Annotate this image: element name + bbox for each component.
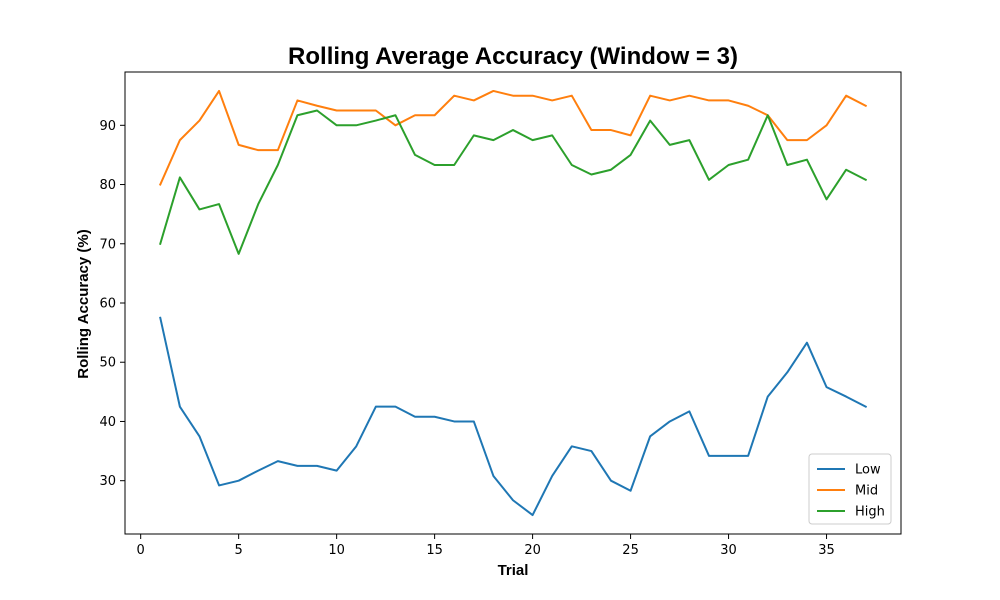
series-line-high: [159, 109, 868, 255]
chart-title: Rolling Average Accuracy (Window = 3): [288, 43, 738, 70]
x-tick-label: 35: [818, 543, 835, 558]
legend-box: [808, 453, 892, 525]
x-tick-label: 0: [137, 543, 145, 558]
x-tick-label: 5: [235, 543, 243, 558]
plot-area: 0 5 10 15 20 25 30 35 30 40 50 60 70 80 90 Low Mid High: [99, 71, 902, 558]
legend-label-low: Low: [855, 463, 881, 478]
y-tick-label: 30: [99, 474, 116, 489]
x-tick-label: 20: [524, 543, 541, 558]
y-tick-label: 70: [99, 237, 116, 252]
y-tick-label: 80: [99, 178, 116, 193]
y-tick-label: 50: [99, 356, 116, 371]
legend: Low Mid High: [808, 453, 892, 525]
x-axis-label: Trial: [498, 562, 529, 579]
series-line-low: [159, 316, 868, 517]
x-tick-label: 30: [720, 543, 737, 558]
x-tick-label: 10: [328, 543, 345, 558]
series-line-mid: [158, 89, 868, 186]
x-tick-label: 25: [622, 543, 639, 558]
legend-label-mid: Mid: [855, 484, 878, 499]
x-tick-label: 15: [426, 543, 443, 558]
y-tick-label: 60: [99, 297, 116, 312]
y-tick-label: 90: [99, 119, 116, 134]
y-tick-label: 40: [99, 415, 116, 430]
y-axis-label: Rolling Accuracy (%): [75, 229, 92, 378]
legend-label-high: High: [855, 505, 885, 520]
